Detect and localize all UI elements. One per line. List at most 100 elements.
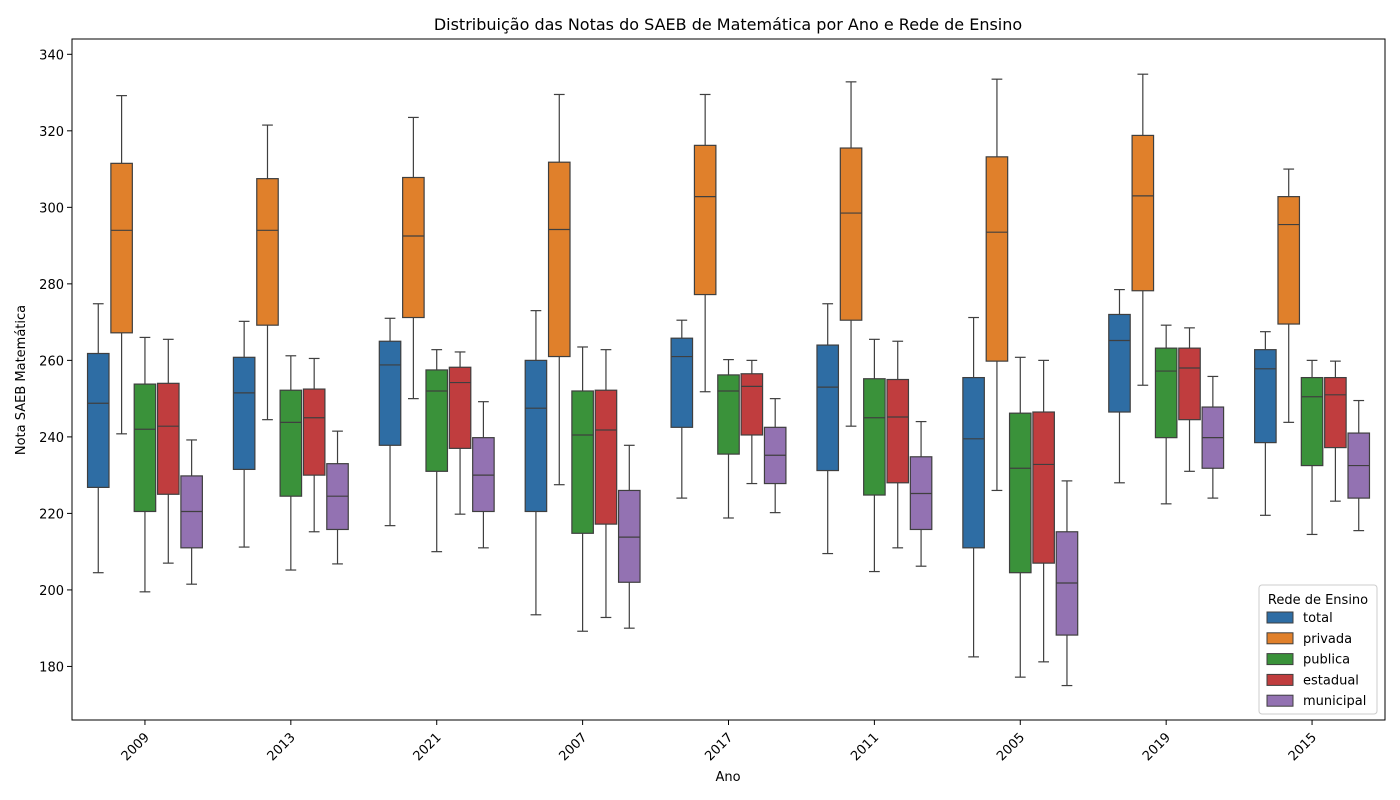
box-privada-2015 bbox=[1277, 168, 1301, 423]
box-municipal-2011 bbox=[909, 420, 933, 567]
box-total-2005 bbox=[962, 316, 985, 658]
y-tick-label: 180 bbox=[39, 660, 64, 675]
box-total-2013 bbox=[232, 320, 256, 548]
iqr-box bbox=[524, 359, 548, 513]
plot-area: 180 200 220 240 260 280 300 320 340 2009 2013 2021 2… bbox=[39, 38, 1386, 764]
iqr-box bbox=[1008, 412, 1032, 574]
legend-swatch-privada bbox=[1266, 632, 1294, 645]
legend-swatch-publica bbox=[1266, 653, 1294, 666]
box-publica-2009 bbox=[133, 336, 157, 593]
iqr-box bbox=[617, 489, 641, 583]
y-tick-label: 260 bbox=[39, 354, 64, 369]
iqr-box bbox=[1300, 376, 1324, 467]
iqr-box bbox=[133, 383, 157, 513]
iqr-box bbox=[1154, 347, 1178, 439]
iqr-box bbox=[717, 374, 740, 455]
iqr-box bbox=[86, 352, 110, 488]
iqr-box bbox=[1277, 196, 1301, 325]
box-municipal-2005 bbox=[1055, 480, 1079, 687]
box-publica-2011 bbox=[863, 338, 886, 573]
box-estadual-2007 bbox=[594, 349, 618, 619]
iqr-box bbox=[448, 366, 472, 449]
iqr-box bbox=[594, 389, 618, 525]
iqr-box bbox=[863, 378, 886, 496]
iqr-box bbox=[1108, 313, 1131, 413]
legend: Rede de Ensino total privada publica estadua… bbox=[1258, 584, 1378, 715]
box-publica-2007 bbox=[571, 346, 594, 632]
x-tick-label: 2009 bbox=[119, 730, 153, 764]
iqr-box bbox=[670, 337, 694, 428]
y-tick-label: 280 bbox=[39, 278, 64, 293]
iqr-box bbox=[425, 369, 449, 472]
box-privada-2005 bbox=[985, 78, 1009, 492]
box-municipal-2017 bbox=[763, 398, 787, 514]
box-municipal-2009 bbox=[180, 439, 203, 585]
box-total-2011 bbox=[816, 303, 840, 555]
x-tick-label: 2019 bbox=[1140, 730, 1174, 764]
iqr-box bbox=[816, 344, 840, 472]
box-municipal-2007 bbox=[617, 444, 641, 629]
box-publica-2017 bbox=[717, 359, 740, 519]
legend-label-estadual: estadual bbox=[1303, 673, 1359, 688]
x-tick-label: 2013 bbox=[265, 730, 299, 764]
iqr-box bbox=[962, 376, 985, 549]
x-tick-label: 2007 bbox=[556, 730, 590, 764]
box-municipal-2019 bbox=[1201, 375, 1225, 499]
x-tick-label: 2017 bbox=[702, 730, 736, 764]
y-axis-label: Nota SAEB Matemática bbox=[14, 305, 29, 455]
chart-title: Distribuição das Notas do SAEB de Matemá… bbox=[434, 15, 1022, 34]
iqr-box bbox=[985, 156, 1009, 362]
iqr-box bbox=[839, 147, 863, 321]
box-total-2017 bbox=[670, 319, 694, 499]
box-publica-2021 bbox=[425, 349, 449, 553]
legend-label-total: total bbox=[1303, 611, 1333, 626]
box-total-2007 bbox=[524, 310, 548, 616]
box-estadual-2021 bbox=[448, 351, 472, 515]
iqr-box bbox=[232, 356, 256, 471]
box-total-2021 bbox=[378, 317, 402, 527]
box-estadual-2011 bbox=[886, 340, 910, 549]
legend-swatch-total bbox=[1266, 611, 1294, 624]
legend-title: Rede de Ensino bbox=[1268, 593, 1368, 608]
box-total-2019 bbox=[1108, 288, 1131, 484]
box-publica-2005 bbox=[1008, 356, 1032, 678]
box-municipal-2015 bbox=[1347, 399, 1371, 532]
box-estadual-2017 bbox=[740, 359, 764, 485]
y-tick-label: 300 bbox=[39, 201, 64, 216]
box-municipal-2013 bbox=[326, 430, 349, 565]
box-total-2015 bbox=[1254, 331, 1277, 516]
legend-label-municipal: municipal bbox=[1303, 694, 1366, 709]
y-tick-label: 220 bbox=[39, 507, 64, 522]
box-publica-2019 bbox=[1154, 324, 1178, 505]
iqr-box bbox=[693, 144, 717, 296]
box-privada-2013 bbox=[256, 124, 279, 421]
iqr-box bbox=[1032, 411, 1055, 564]
iqr-box bbox=[1131, 134, 1155, 292]
x-tick-label: 2005 bbox=[994, 730, 1028, 764]
box-estadual-2009 bbox=[156, 338, 180, 564]
box-privada-2007 bbox=[547, 93, 571, 486]
box-privada-2021 bbox=[402, 116, 425, 400]
y-tick-label: 340 bbox=[39, 48, 64, 63]
iqr-box bbox=[402, 176, 425, 319]
iqr-box bbox=[110, 162, 133, 334]
box-estadual-2013 bbox=[302, 357, 326, 533]
box-municipal-2021 bbox=[472, 401, 495, 549]
box-privada-2017 bbox=[693, 93, 717, 393]
legend-swatch-estadual bbox=[1266, 673, 1294, 686]
y-tick-label: 200 bbox=[39, 584, 64, 599]
box-estadual-2015 bbox=[1324, 360, 1347, 502]
axes-frame bbox=[71, 38, 1386, 721]
legend-swatch-municipal bbox=[1266, 694, 1294, 707]
box-privada-2009 bbox=[110, 95, 133, 435]
legend-label-privada: privada bbox=[1303, 632, 1352, 647]
box-estadual-2019 bbox=[1178, 327, 1201, 472]
iqr-box bbox=[279, 389, 303, 497]
iqr-box bbox=[886, 378, 910, 484]
box-publica-2015 bbox=[1300, 359, 1324, 536]
x-tick-label: 2015 bbox=[1286, 730, 1320, 764]
iqr-box bbox=[1324, 376, 1347, 449]
iqr-box bbox=[740, 373, 764, 436]
iqr-box bbox=[256, 178, 279, 326]
iqr-box bbox=[378, 340, 402, 446]
